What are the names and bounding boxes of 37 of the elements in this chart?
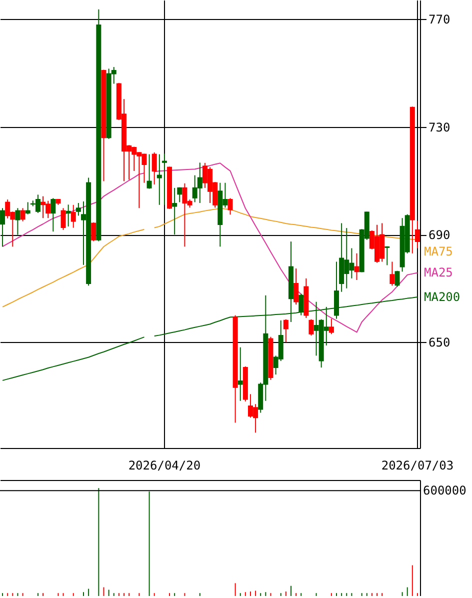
- candlestick: [294, 268, 299, 305]
- y-tick-label: 730: [428, 120, 450, 134]
- x-tick-label: 2026/07/03: [381, 458, 454, 472]
- series-label: MA75: [424, 244, 453, 259]
- candlestick: [308, 318, 314, 336]
- candlestick: [238, 346, 243, 402]
- candlestick: [91, 222, 96, 242]
- y-tick-label: 650: [428, 336, 450, 350]
- candlestick: [0, 208, 6, 248]
- x-tick-label: 2026/04/20: [128, 458, 201, 472]
- candlestick: [50, 198, 56, 232]
- candlestick: [228, 198, 233, 216]
- y-tick-label: 770: [428, 12, 450, 27]
- candlestick: [70, 204, 76, 228]
- candlestick: [76, 202, 81, 216]
- candlestick: [414, 220, 420, 249]
- candlestick: [156, 154, 162, 206]
- y-tick-label: 690: [428, 228, 450, 242]
- text: 600000: [423, 484, 466, 498]
- candlestick: [390, 261, 395, 286]
- series-label: MA200: [424, 290, 460, 304]
- candlestick: [283, 318, 288, 343]
- candlestick: [20, 208, 26, 222]
- candlestick: [15, 208, 20, 236]
- candlestick: [384, 246, 390, 266]
- candlestick: [394, 270, 400, 288]
- candlestick: [162, 153, 167, 206]
- candlestick: [66, 204, 71, 227]
- candlestick: [328, 318, 334, 335]
- candlestick: [152, 152, 157, 185]
- series-label: MA25: [424, 266, 453, 280]
- candlestick: [354, 252, 360, 280]
- candlestick: [60, 208, 66, 230]
- candlestick: [146, 154, 152, 190]
- candlestick: [25, 202, 30, 215]
- candlestick: [172, 187, 178, 235]
- candlestick: [177, 186, 182, 203]
